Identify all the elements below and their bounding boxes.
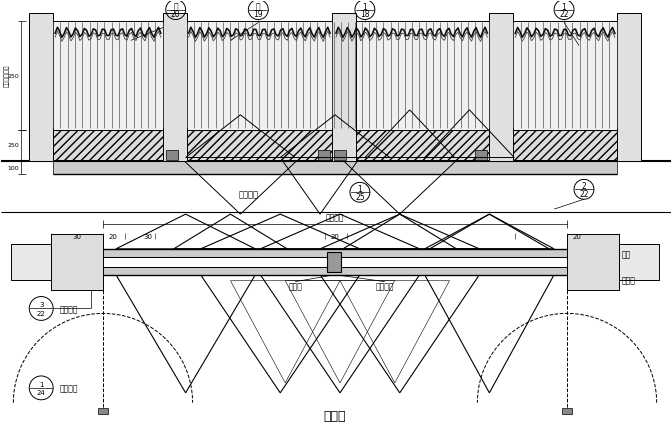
Text: 100: 100 — [7, 166, 19, 171]
Text: 20: 20 — [331, 233, 339, 239]
Text: 双孔插座: 双孔插座 — [376, 282, 394, 291]
Text: 20: 20 — [171, 10, 181, 19]
Text: 门扇标准高度: 门扇标准高度 — [5, 65, 10, 87]
Bar — [562, 408, 572, 414]
Text: 30: 30 — [73, 233, 81, 239]
Bar — [334, 130, 489, 160]
Bar — [617, 14, 640, 162]
Bar — [53, 21, 163, 130]
Text: 22: 22 — [579, 189, 589, 198]
Bar — [11, 245, 51, 280]
Bar — [567, 234, 619, 290]
Bar — [513, 130, 617, 160]
Text: 25: 25 — [355, 192, 365, 201]
Text: 20: 20 — [573, 233, 581, 239]
Bar — [103, 267, 567, 275]
Text: 平面图: 平面图 — [324, 409, 346, 422]
Text: 门柱: 门柱 — [622, 250, 631, 259]
Bar — [619, 245, 659, 280]
Text: 单孔插座: 单孔插座 — [59, 304, 78, 313]
Text: 1: 1 — [358, 185, 362, 194]
Bar — [30, 14, 53, 162]
Text: 3: 3 — [39, 302, 44, 308]
Text: 250: 250 — [7, 143, 19, 148]
Text: 开门机: 开门机 — [622, 276, 636, 285]
Text: 内立面图: 内立面图 — [239, 190, 258, 199]
Bar — [332, 14, 356, 162]
Text: 22: 22 — [559, 10, 569, 19]
Text: 1: 1 — [39, 381, 44, 387]
Bar — [318, 150, 330, 160]
Text: 24: 24 — [37, 389, 46, 395]
Bar — [513, 21, 617, 130]
Text: 18: 18 — [360, 10, 370, 19]
Bar — [163, 14, 187, 162]
Text: 20: 20 — [108, 233, 118, 239]
Bar — [489, 14, 513, 162]
Text: 一: 一 — [256, 3, 261, 12]
Text: 单孔插座: 单孔插座 — [59, 383, 78, 392]
Bar — [334, 21, 489, 130]
Bar — [187, 130, 332, 160]
Bar — [98, 408, 108, 414]
Text: 电门槛: 电门槛 — [288, 282, 302, 291]
Text: 250: 250 — [7, 73, 19, 78]
Bar — [53, 130, 163, 160]
Bar — [53, 162, 617, 175]
Bar — [327, 252, 341, 272]
Text: 1: 1 — [562, 3, 566, 12]
Text: 22: 22 — [37, 310, 46, 316]
Text: 2: 2 — [581, 182, 587, 191]
Text: 30: 30 — [143, 233, 153, 239]
Text: 一: 一 — [173, 3, 178, 12]
Text: 门洞宽度: 门洞宽度 — [326, 213, 344, 222]
Bar — [166, 150, 177, 160]
Bar — [51, 234, 103, 290]
Bar — [103, 249, 567, 257]
Text: 19: 19 — [253, 10, 263, 19]
Bar — [475, 150, 487, 160]
Bar — [187, 21, 332, 130]
Text: 1: 1 — [362, 3, 368, 12]
Bar — [334, 150, 346, 160]
